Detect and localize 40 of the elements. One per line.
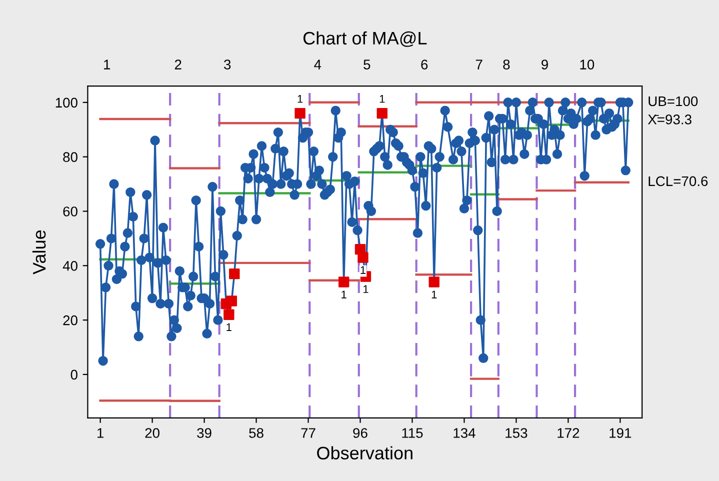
series-label: X̄=93.3	[648, 114, 692, 124]
x-tick-label: 39	[197, 428, 212, 438]
x-tick-label: 58	[249, 428, 264, 438]
annotation: 1	[363, 285, 368, 293]
x-axis-title: Observation	[317, 446, 412, 460]
y-tick-label: 60	[63, 206, 78, 216]
text: 10	[580, 60, 594, 70]
text: 5	[364, 60, 370, 70]
text: 4	[314, 60, 322, 70]
annotation: 1	[298, 95, 303, 103]
annotation: 1	[380, 95, 385, 103]
text: 1	[104, 60, 110, 70]
text: 6	[421, 60, 428, 70]
x-tick-label: 191	[610, 428, 632, 438]
text: 2	[174, 60, 182, 70]
chart-title: Chart of MA@L	[303, 31, 427, 47]
y-tick-label: 40	[62, 260, 78, 271]
text: 9	[542, 60, 548, 70]
annotation: 1	[226, 323, 232, 331]
y-tick-label: 80	[63, 152, 78, 162]
y-tick-label: 0	[70, 370, 78, 380]
x-tick-label: 172	[558, 428, 580, 438]
text: 3	[224, 60, 231, 70]
x-tick-label: 115	[402, 428, 423, 438]
annotation: 1	[432, 290, 437, 298]
x-tick-label: 153	[506, 428, 528, 438]
x-tick-label: 96	[353, 428, 368, 438]
text: 7	[476, 60, 482, 70]
y-tick-label: 20	[63, 315, 78, 326]
x-tick-label: 77	[301, 428, 316, 438]
series-label: UB=100	[648, 96, 698, 106]
annotation: 1	[360, 266, 366, 274]
text: 8	[503, 60, 510, 70]
x-tick-label: 134	[454, 428, 476, 438]
x-tick-label: 20	[145, 428, 160, 438]
annotation: 1	[342, 290, 346, 298]
series-label: LCL=70.6	[648, 176, 708, 186]
y-tick-label: 100	[56, 98, 78, 108]
y-axis-title: Value	[32, 230, 46, 274]
x-tick-label: 1	[98, 428, 104, 438]
